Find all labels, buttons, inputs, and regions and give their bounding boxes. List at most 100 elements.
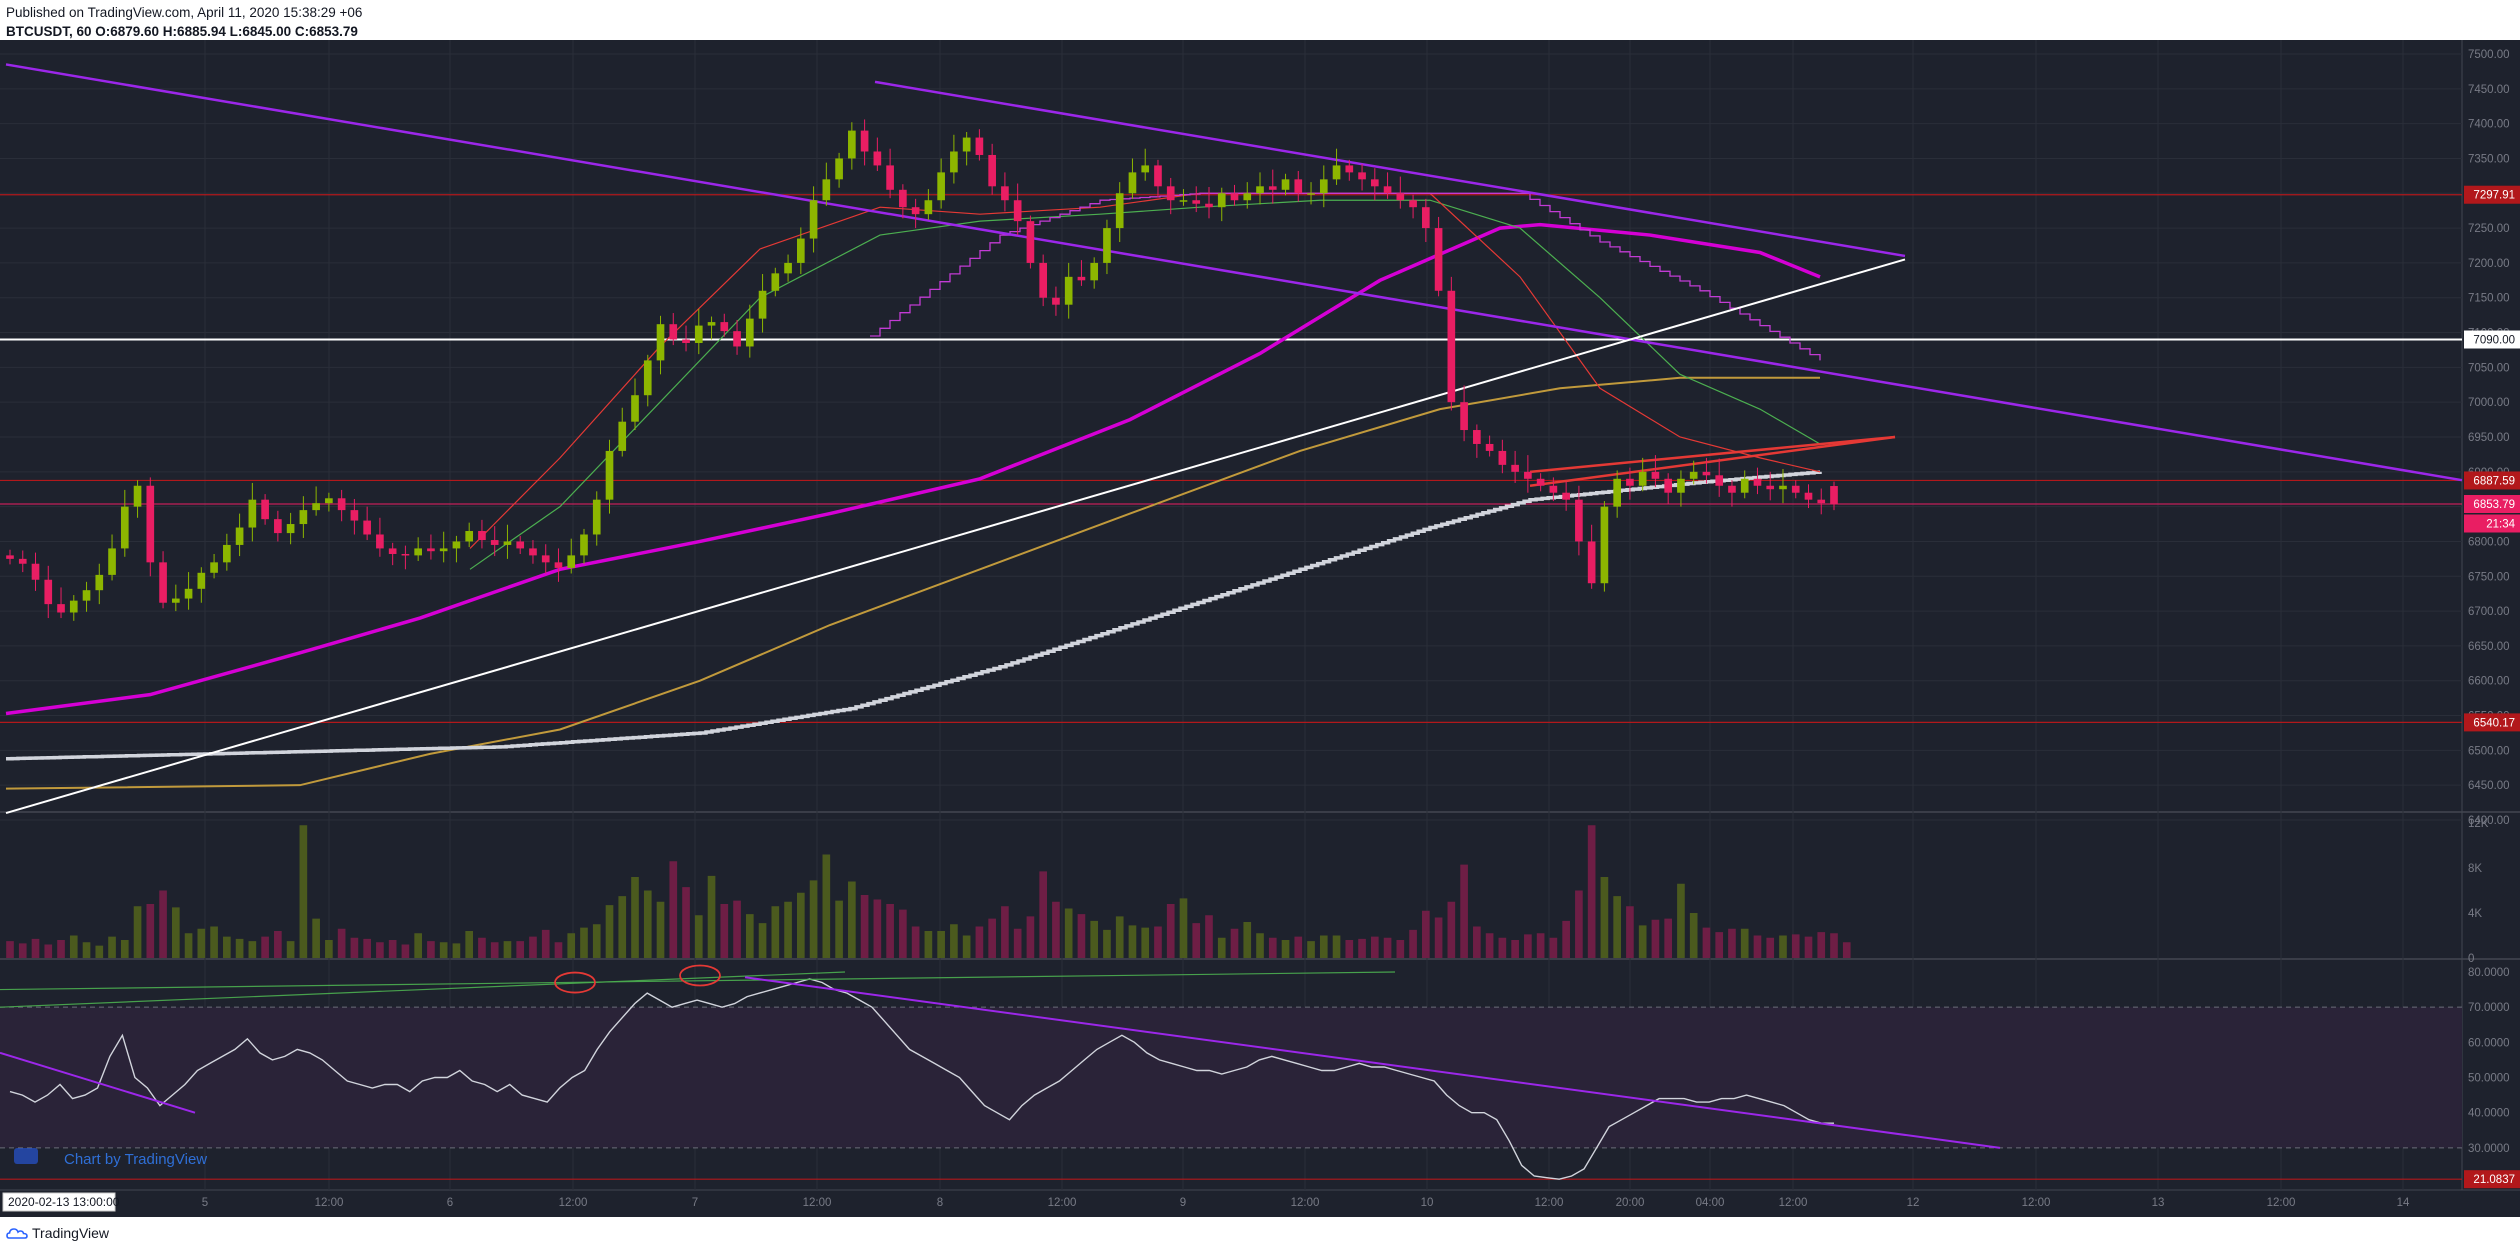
volume-bar [1498,937,1507,958]
volume-bar [1115,916,1124,958]
volume-bar [1396,940,1405,958]
candle-body [733,331,741,347]
candle-body [529,548,537,556]
volume-bar [975,926,984,958]
candle-body [1715,475,1724,486]
candle-body [1587,541,1596,584]
channel-upper-line [874,80,1906,258]
volume-tick-label: 8K [2468,863,2482,875]
candle-body [274,519,282,534]
volume-bar [1511,940,1519,958]
volume-bar [1141,927,1150,958]
descending-trendline [5,63,2463,482]
price-tick-label: 7450.00 [2468,84,2510,96]
price-tick-label: 7000.00 [2468,397,2510,409]
candle-body [1651,471,1660,479]
volume-bar [899,909,907,958]
price-tick-label: 7250.00 [2468,223,2510,235]
candle-body [401,553,410,556]
candle-body [414,548,422,556]
volume-bar [1243,922,1252,958]
time-tick-label: 12:00 [1291,1197,1320,1209]
candle-body [1205,203,1213,208]
volume-bar [184,933,193,958]
volume-bar [401,944,410,958]
candle-body [439,548,448,552]
volume-bar [1319,935,1328,958]
volume-bar [1422,910,1430,958]
time-tick-label: 20:00 [1616,1197,1645,1209]
volume-bar [1154,926,1162,958]
volume-bar [223,936,231,958]
candle-body [427,548,435,552]
candle-body [478,531,486,541]
volume-bar [1804,936,1813,958]
rsi-tick-label: 30.0000 [2468,1143,2510,1155]
candle-body [1740,478,1749,493]
price-tick-label: 7350.00 [2468,153,2510,165]
candle-body [261,499,269,520]
volume-bar [299,825,308,958]
volume-bar [1281,940,1290,958]
volume-bar [388,940,397,958]
price-tick-label: 7200.00 [2468,258,2510,270]
volume-bar [261,936,269,958]
volume-bar [1779,935,1787,958]
rising-wedge-line [1529,435,1896,474]
candle-body [1243,193,1252,201]
candle-body [337,498,346,511]
candle-body [6,555,14,559]
volume-bar [1830,933,1838,958]
volume-bar [886,904,894,958]
volume-bar [452,943,461,958]
time-tick-label: 12:00 [1535,1197,1564,1209]
rsi-label-text: 21.0837 [2473,1174,2515,1186]
volume-bar [350,937,359,958]
candle-body [1409,200,1417,208]
candle-body [1664,478,1673,493]
candle-body [388,548,397,554]
candle-body [937,172,945,201]
footer: TradingView [6,1222,109,1244]
volume-bar [1753,935,1762,958]
candle-body [248,499,257,528]
volume-pane [6,825,1851,958]
volume-bar [1230,928,1239,958]
volume-bar [605,905,614,958]
time-tick-label: 5 [202,1197,208,1209]
volume-bar [337,928,346,958]
price-label-box [2464,471,2520,490]
time-tick-label: 6 [447,1197,453,1209]
candle-body [299,510,308,525]
volume-bar [1307,941,1315,958]
volume-bar [848,881,856,958]
candle-body [82,590,91,601]
candle-body [1179,200,1188,202]
volume-bar [1217,937,1226,958]
candle-body [1294,179,1303,194]
volume-bar [771,906,780,958]
price-label-text: 6887.59 [2473,475,2515,487]
time-tick-label: 12:00 [315,1197,344,1209]
volume-tick-label: 12K [2468,818,2489,830]
volume-bar [363,938,371,958]
volume-bar [1562,920,1570,958]
volume-bar [376,942,384,958]
volume-bar [1485,933,1494,958]
candle-body [69,600,78,613]
volume-bar [669,861,678,958]
moving-average-stepped [6,470,1822,761]
time-tick-label: 12:00 [2022,1197,2051,1209]
ascending-trendline [5,258,1906,814]
volume-bar [197,928,206,958]
volume-bar [1524,934,1532,958]
candle-body [924,200,933,215]
candle-body [580,534,588,556]
candle-body [1396,193,1405,201]
volume-bar [1638,925,1647,958]
candle-body [1115,193,1124,229]
candle-body [809,200,818,239]
candle-body [796,238,805,263]
price-tick-label: 6750.00 [2468,571,2510,583]
